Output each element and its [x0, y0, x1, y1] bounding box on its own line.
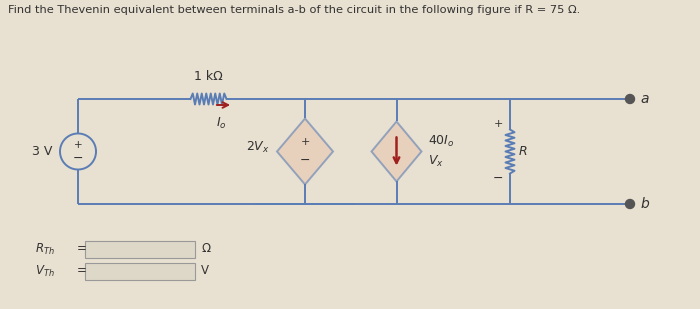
Text: V: V [201, 265, 209, 277]
FancyBboxPatch shape [85, 263, 195, 280]
Text: $R$: $R$ [518, 145, 528, 158]
Circle shape [626, 200, 634, 209]
Polygon shape [277, 118, 333, 184]
Text: $2V_x$: $2V_x$ [246, 140, 270, 155]
Text: Find the Thevenin equivalent between terminals a-b of the circuit in the followi: Find the Thevenin equivalent between ter… [8, 5, 580, 15]
Text: +: + [300, 138, 309, 147]
Polygon shape [372, 121, 421, 181]
Text: $40I_o$: $40I_o$ [428, 134, 455, 149]
Text: 1 kΩ: 1 kΩ [194, 70, 223, 83]
Text: $a$: $a$ [640, 92, 650, 106]
Text: $b$: $b$ [640, 197, 650, 211]
Text: +: + [74, 140, 83, 150]
Text: Ω: Ω [201, 243, 210, 256]
Text: =: = [77, 265, 87, 277]
Text: $R_{Th}$: $R_{Th}$ [35, 241, 55, 256]
Text: −: − [493, 172, 503, 185]
Text: $I_o$: $I_o$ [216, 116, 226, 131]
Circle shape [626, 95, 634, 104]
Text: +: + [494, 120, 503, 129]
Text: $V_x$: $V_x$ [428, 154, 444, 169]
Text: =: = [77, 243, 87, 256]
FancyBboxPatch shape [85, 240, 195, 257]
Text: −: − [300, 154, 310, 167]
Text: $V_{Th}$: $V_{Th}$ [35, 264, 55, 278]
Text: 3 V: 3 V [32, 145, 52, 158]
Text: −: − [73, 151, 83, 164]
